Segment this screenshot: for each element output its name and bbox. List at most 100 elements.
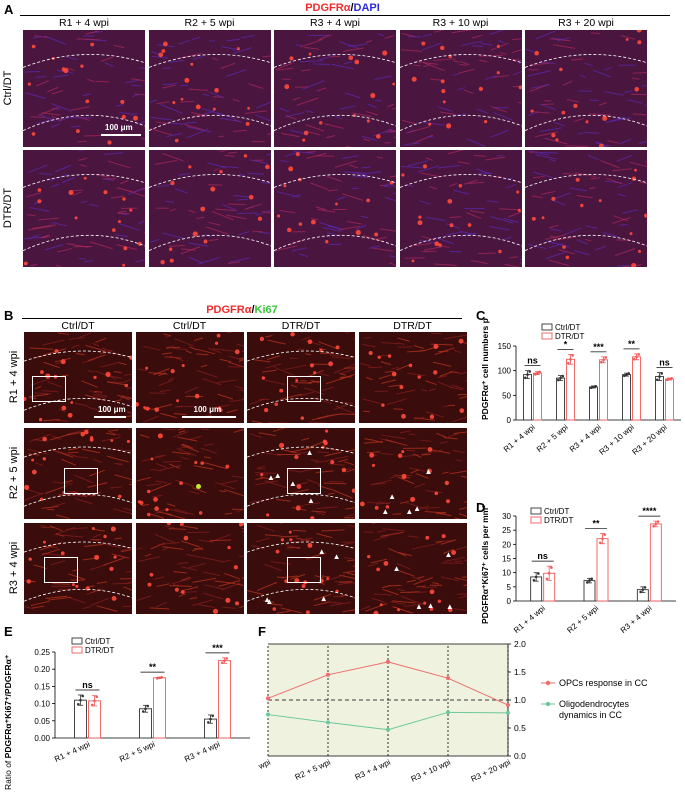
panel-b-title-pdgfra: PDGFRα	[206, 304, 252, 316]
chart-e: 0.00 0.05 0.10 0.15 0.20 0.25 ns R1 + 4 wpi ** R2…	[3, 637, 250, 790]
chart-f: R1 + 4 wpi R2 + 5 wpi R3 + 4 wpi R3 + 10 wp…	[258, 639, 648, 784]
panel-b-column-header: Ctrl/DT	[61, 320, 95, 332]
y-tick-label: 0.5	[514, 723, 526, 733]
data-point	[633, 357, 636, 361]
data-point	[668, 377, 671, 381]
panel-d-label: D	[476, 500, 486, 515]
micrograph: ▲ ▲ ▲ ▲ ▲	[247, 523, 355, 614]
y-tick-label: 0.0	[514, 751, 526, 761]
y-tick-label: 0	[507, 597, 512, 606]
x-tick-label: R1 + 4 wpi	[258, 758, 272, 782]
data-point	[550, 566, 553, 569]
legend-swatch	[541, 323, 553, 331]
y-tick-label: 15	[502, 555, 511, 564]
y-tick-label: 30	[502, 512, 511, 521]
bar	[218, 660, 231, 739]
data-point	[599, 541, 602, 545]
data-point	[654, 522, 658, 526]
legend-swatch	[530, 507, 542, 515]
significance-label: **	[628, 339, 636, 349]
data-point	[536, 371, 539, 375]
data-point	[658, 375, 661, 378]
data-point	[588, 579, 591, 582]
micrograph	[148, 150, 271, 267]
series-point	[386, 727, 390, 732]
data-point	[81, 694, 84, 698]
y-tick-label: 0.05	[34, 717, 50, 726]
data-point	[660, 372, 663, 375]
bar	[632, 356, 641, 421]
significance-label: ns	[659, 358, 670, 368]
legend-label: OPCs response in CC	[559, 678, 648, 688]
arrowhead-icon: ▲	[273, 471, 282, 481]
bar	[139, 708, 152, 739]
y-tick-label: 150	[498, 342, 512, 351]
panel-b-row-label: R1 + 4 wpi	[8, 350, 20, 403]
data-point	[532, 579, 536, 582]
bar	[583, 580, 596, 602]
x-tick-label: R3 + 20 wpi	[470, 758, 512, 784]
legend-label: Ctrl/DT	[555, 323, 580, 332]
data-point	[567, 361, 570, 365]
data-point	[561, 374, 564, 378]
bar	[566, 358, 575, 421]
y-tick-label: 100	[498, 367, 512, 376]
x-tick-label: R3 + 10 wpi	[410, 758, 452, 784]
panel-b-label: B	[4, 308, 14, 323]
data-point	[643, 586, 647, 589]
data-point	[91, 703, 94, 707]
x-tick-label: R2 + 5 wpi	[294, 758, 332, 782]
arrowhead-icon: ▲	[267, 473, 275, 483]
series-point	[446, 676, 450, 681]
panel-a-title-dapi: DAPI	[353, 2, 380, 14]
y-tick-label: 0	[507, 416, 512, 425]
legend-swatch	[71, 637, 83, 645]
x-tick-label: R3 + 4 wpi	[183, 740, 221, 764]
data-point	[545, 577, 549, 581]
y-tick-label: 20	[502, 540, 511, 549]
data-point	[569, 358, 572, 361]
bar	[556, 377, 565, 421]
arrowhead-icon: ▲	[415, 601, 423, 611]
data-point	[207, 721, 210, 724]
data-point	[209, 717, 212, 721]
scale-bar-label: 100 μm	[193, 405, 222, 414]
arrowhead-icon: ▲	[381, 506, 390, 516]
data-point	[602, 358, 605, 362]
micrograph	[399, 30, 522, 147]
significance-label: ns	[527, 356, 538, 366]
series-point	[266, 712, 270, 717]
legend-marker	[545, 701, 551, 707]
micrograph	[135, 523, 244, 614]
panel-a-title-slash: /	[350, 2, 354, 14]
series-point	[266, 696, 270, 701]
panel-b-column-header: DTR/DT	[393, 320, 432, 332]
bar	[649, 523, 662, 602]
micrograph	[274, 30, 396, 147]
y-tick-label: 1.5	[514, 667, 526, 677]
data-point	[559, 376, 562, 380]
data-point	[590, 577, 593, 581]
scale-bar	[101, 134, 141, 136]
data-point	[538, 370, 541, 374]
significance-label: *	[564, 339, 568, 349]
data-point	[652, 524, 655, 528]
data-point	[639, 590, 642, 594]
data-point	[641, 588, 645, 591]
panel-a-title-pdgfra: PDGFRα	[305, 2, 351, 14]
data-point	[158, 676, 161, 680]
data-point	[547, 571, 551, 575]
arrowhead-icon: ▲	[319, 593, 328, 603]
data-point	[670, 376, 673, 380]
legend-swatch	[541, 332, 553, 340]
panel-b-rule	[22, 318, 462, 319]
bar	[599, 359, 608, 421]
x-tick-label: R1 + 4 wpi	[53, 740, 91, 764]
bar	[533, 372, 542, 421]
legend-label: DTR/DT	[85, 646, 114, 655]
y-tick-label: 50	[502, 391, 511, 400]
panel-a-label: A	[4, 2, 14, 17]
micrograph	[24, 523, 132, 614]
panel-a-column-header: R3 + 20 wpi	[558, 17, 614, 29]
data-point	[601, 537, 604, 540]
